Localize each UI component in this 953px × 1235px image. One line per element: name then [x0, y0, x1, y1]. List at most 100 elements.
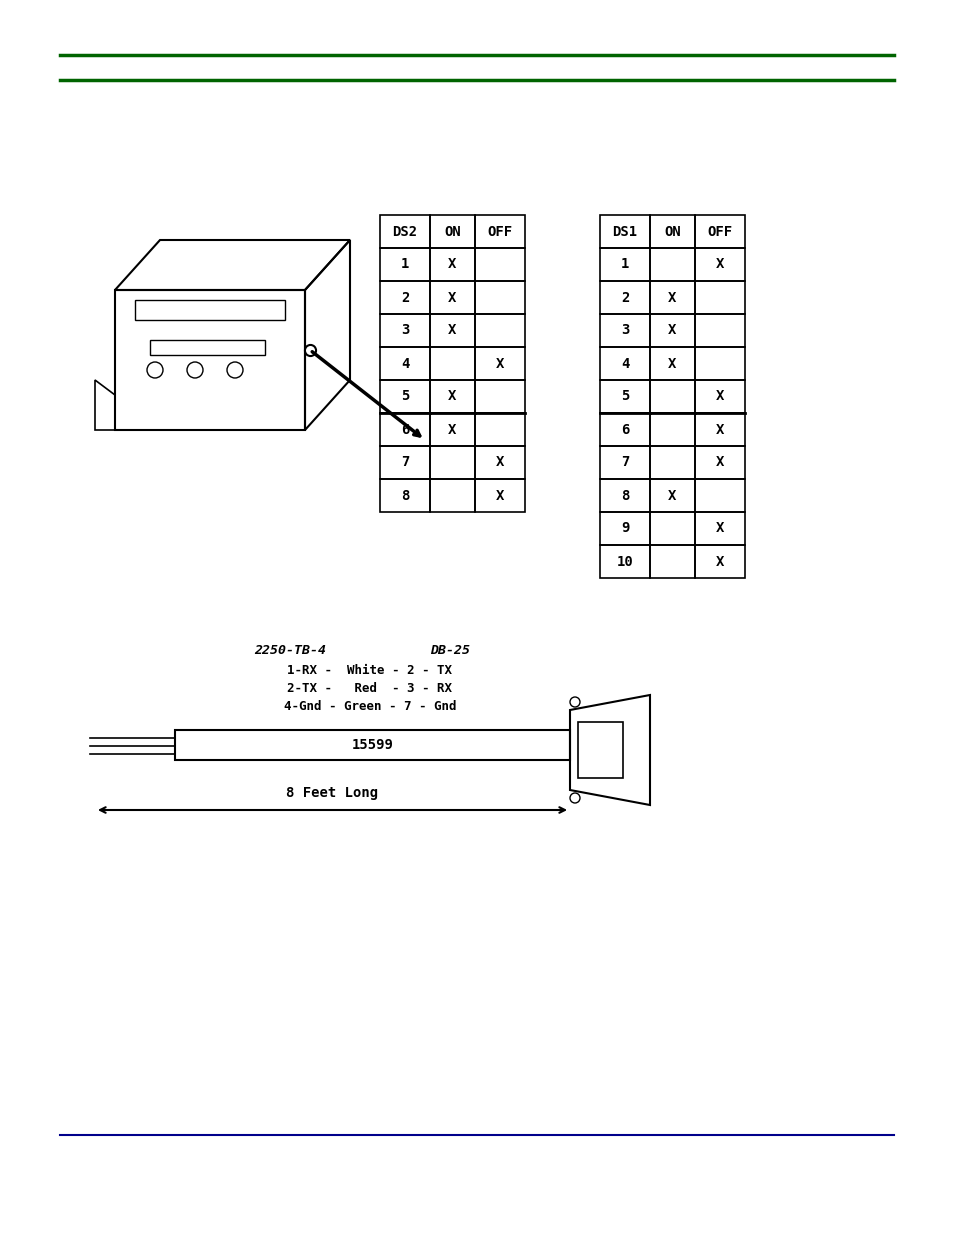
Bar	[649, 347, 695, 380]
Text: OFF: OFF	[707, 225, 732, 238]
Text: X: X	[496, 489, 503, 503]
Text: ON: ON	[663, 225, 680, 238]
Text: 8: 8	[400, 489, 409, 503]
Bar	[379, 412, 430, 446]
Text: X: X	[715, 456, 723, 469]
Text: 2-TX -   Red  - 3 - RX: 2-TX - Red - 3 - RX	[287, 682, 452, 694]
Bar	[430, 347, 475, 380]
Bar	[379, 380, 430, 412]
Text: 2: 2	[620, 290, 629, 305]
Bar	[695, 282, 744, 314]
Bar	[599, 412, 649, 446]
Text: DS1: DS1	[612, 225, 637, 238]
Bar	[649, 380, 695, 412]
Text: X: X	[448, 258, 456, 272]
Bar	[430, 446, 475, 479]
Text: X: X	[715, 389, 723, 404]
Text: 1-RX -  White - 2 - TX: 1-RX - White - 2 - TX	[287, 663, 452, 677]
Text: X: X	[668, 489, 676, 503]
Bar	[578, 722, 622, 778]
Text: 3: 3	[400, 324, 409, 337]
Bar	[599, 545, 649, 578]
Text: 5: 5	[620, 389, 629, 404]
Bar	[475, 479, 524, 513]
Bar	[649, 446, 695, 479]
Text: 4-Gnd - Green - 7 - Gnd: 4-Gnd - Green - 7 - Gnd	[283, 699, 456, 713]
Text: 6: 6	[620, 422, 629, 436]
Text: 6: 6	[400, 422, 409, 436]
Bar	[430, 314, 475, 347]
Bar	[430, 479, 475, 513]
Text: 4: 4	[620, 357, 629, 370]
Text: 7: 7	[620, 456, 629, 469]
Bar	[430, 282, 475, 314]
Text: X: X	[496, 357, 503, 370]
Text: X: X	[715, 422, 723, 436]
Bar	[649, 314, 695, 347]
Text: 2: 2	[400, 290, 409, 305]
Bar	[379, 282, 430, 314]
Text: 9: 9	[620, 521, 629, 536]
Bar	[649, 513, 695, 545]
Text: DB-25: DB-25	[430, 643, 470, 657]
Text: 1: 1	[620, 258, 629, 272]
Bar	[695, 314, 744, 347]
Bar	[695, 513, 744, 545]
Bar	[430, 412, 475, 446]
Text: X: X	[448, 324, 456, 337]
Bar	[475, 314, 524, 347]
Bar	[430, 248, 475, 282]
Text: 8 Feet Long: 8 Feet Long	[286, 785, 378, 800]
Bar	[379, 347, 430, 380]
Bar	[649, 248, 695, 282]
Bar	[695, 479, 744, 513]
Bar	[599, 446, 649, 479]
Bar	[649, 412, 695, 446]
Text: 1: 1	[400, 258, 409, 272]
Text: 10: 10	[616, 555, 633, 568]
Bar	[475, 282, 524, 314]
Bar	[649, 479, 695, 513]
Bar	[599, 314, 649, 347]
Bar	[475, 412, 524, 446]
Bar	[695, 380, 744, 412]
Text: 8: 8	[620, 489, 629, 503]
Text: X: X	[668, 357, 676, 370]
Text: X: X	[715, 521, 723, 536]
Bar	[379, 314, 430, 347]
Bar	[695, 545, 744, 578]
Text: X: X	[496, 456, 503, 469]
Bar	[599, 513, 649, 545]
Bar	[599, 380, 649, 412]
Text: 3: 3	[620, 324, 629, 337]
Bar	[430, 380, 475, 412]
Text: 2250-TB-4: 2250-TB-4	[253, 643, 326, 657]
Text: X: X	[448, 290, 456, 305]
Text: 4: 4	[400, 357, 409, 370]
Bar	[649, 282, 695, 314]
Bar	[475, 248, 524, 282]
Text: 5: 5	[400, 389, 409, 404]
Bar	[599, 347, 649, 380]
Bar	[599, 282, 649, 314]
Text: ON: ON	[444, 225, 460, 238]
Bar	[695, 446, 744, 479]
Text: X: X	[448, 422, 456, 436]
Bar	[695, 412, 744, 446]
Bar	[475, 446, 524, 479]
Text: 7: 7	[400, 456, 409, 469]
Bar	[174, 730, 569, 760]
Bar	[475, 380, 524, 412]
Text: X: X	[715, 555, 723, 568]
Bar	[475, 347, 524, 380]
Bar	[695, 248, 744, 282]
Text: X: X	[715, 258, 723, 272]
Bar	[695, 347, 744, 380]
Text: X: X	[448, 389, 456, 404]
Text: X: X	[668, 290, 676, 305]
Bar	[649, 545, 695, 578]
Text: OFF: OFF	[487, 225, 512, 238]
Text: DS2: DS2	[392, 225, 417, 238]
Text: X: X	[668, 324, 676, 337]
Bar	[379, 446, 430, 479]
